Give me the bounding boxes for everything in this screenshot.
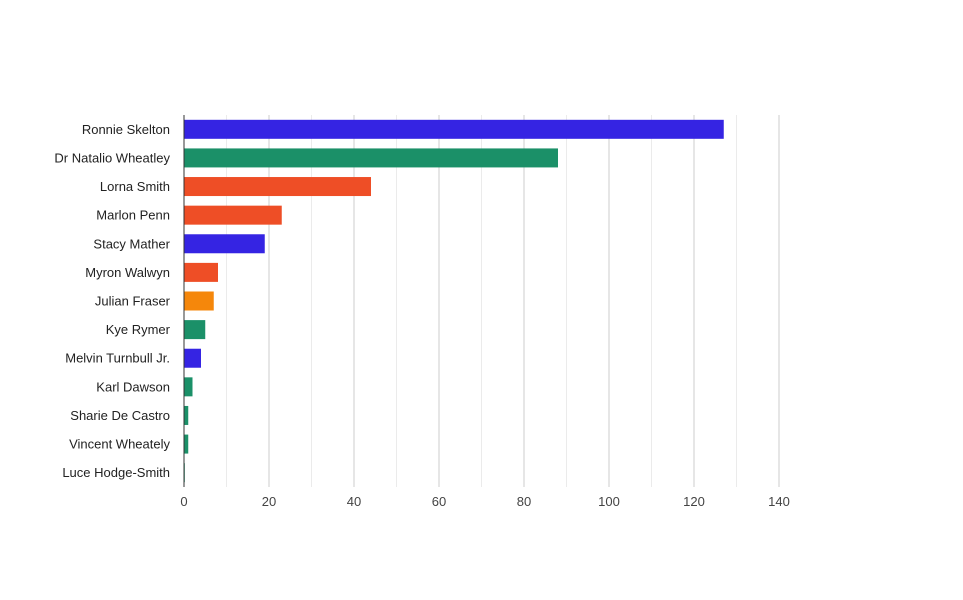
x-tick-label: 120: [683, 494, 705, 509]
category-label: Stacy Mather: [93, 236, 170, 251]
category-label: Dr Natalio Wheatley: [54, 150, 170, 165]
category-label: Julian Fraser: [95, 294, 171, 309]
category-label: Luce Hodge-Smith: [62, 465, 170, 480]
category-label: Vincent Wheately: [69, 437, 170, 452]
category-label: Karl Dawson: [96, 379, 170, 394]
bar-kye-rymer: [184, 320, 206, 340]
bar-lorna-smith: [184, 177, 371, 197]
category-label: Ronnie Skelton: [82, 122, 170, 137]
bar-vincent-wheately: [184, 434, 189, 454]
x-tick-label: 140: [768, 494, 790, 509]
x-tick-label: 40: [347, 494, 361, 509]
bar-sharie-de-castro: [184, 405, 189, 425]
bar-karl-dawson: [184, 377, 193, 397]
category-label: Lorna Smith: [100, 179, 170, 194]
category-label: Marlon Penn: [96, 208, 170, 223]
category-labels: Ronnie Skelton Dr Natalio Wheatley Lorna S…: [54, 122, 170, 480]
x-tick-label: 60: [432, 494, 446, 509]
bar-dr-natalio-wheatley: [184, 148, 558, 168]
x-tick-label: 0: [180, 494, 187, 509]
category-label: Myron Walwyn: [85, 265, 170, 280]
category-label: Melvin Turnbull Jr.: [65, 351, 170, 366]
x-tick-label: 80: [517, 494, 531, 509]
bar-marlon-penn: [184, 205, 282, 225]
category-label: Kye Rymer: [106, 322, 171, 337]
category-label: Sharie De Castro: [70, 408, 170, 423]
gridlines: [226, 115, 780, 487]
bar-melvin-turnbull-jr: [184, 348, 201, 368]
bar-stacy-mather: [184, 234, 265, 254]
bar-ronnie-skelton: [184, 119, 724, 139]
x-tick-label: 20: [262, 494, 276, 509]
bar-julian-fraser: [184, 291, 214, 311]
bar-myron-walwyn: [184, 262, 218, 282]
x-tick-labels: 0 20 40 60 80 100 120 140: [180, 494, 789, 509]
x-tick-label: 100: [598, 494, 620, 509]
bars: [184, 119, 724, 483]
